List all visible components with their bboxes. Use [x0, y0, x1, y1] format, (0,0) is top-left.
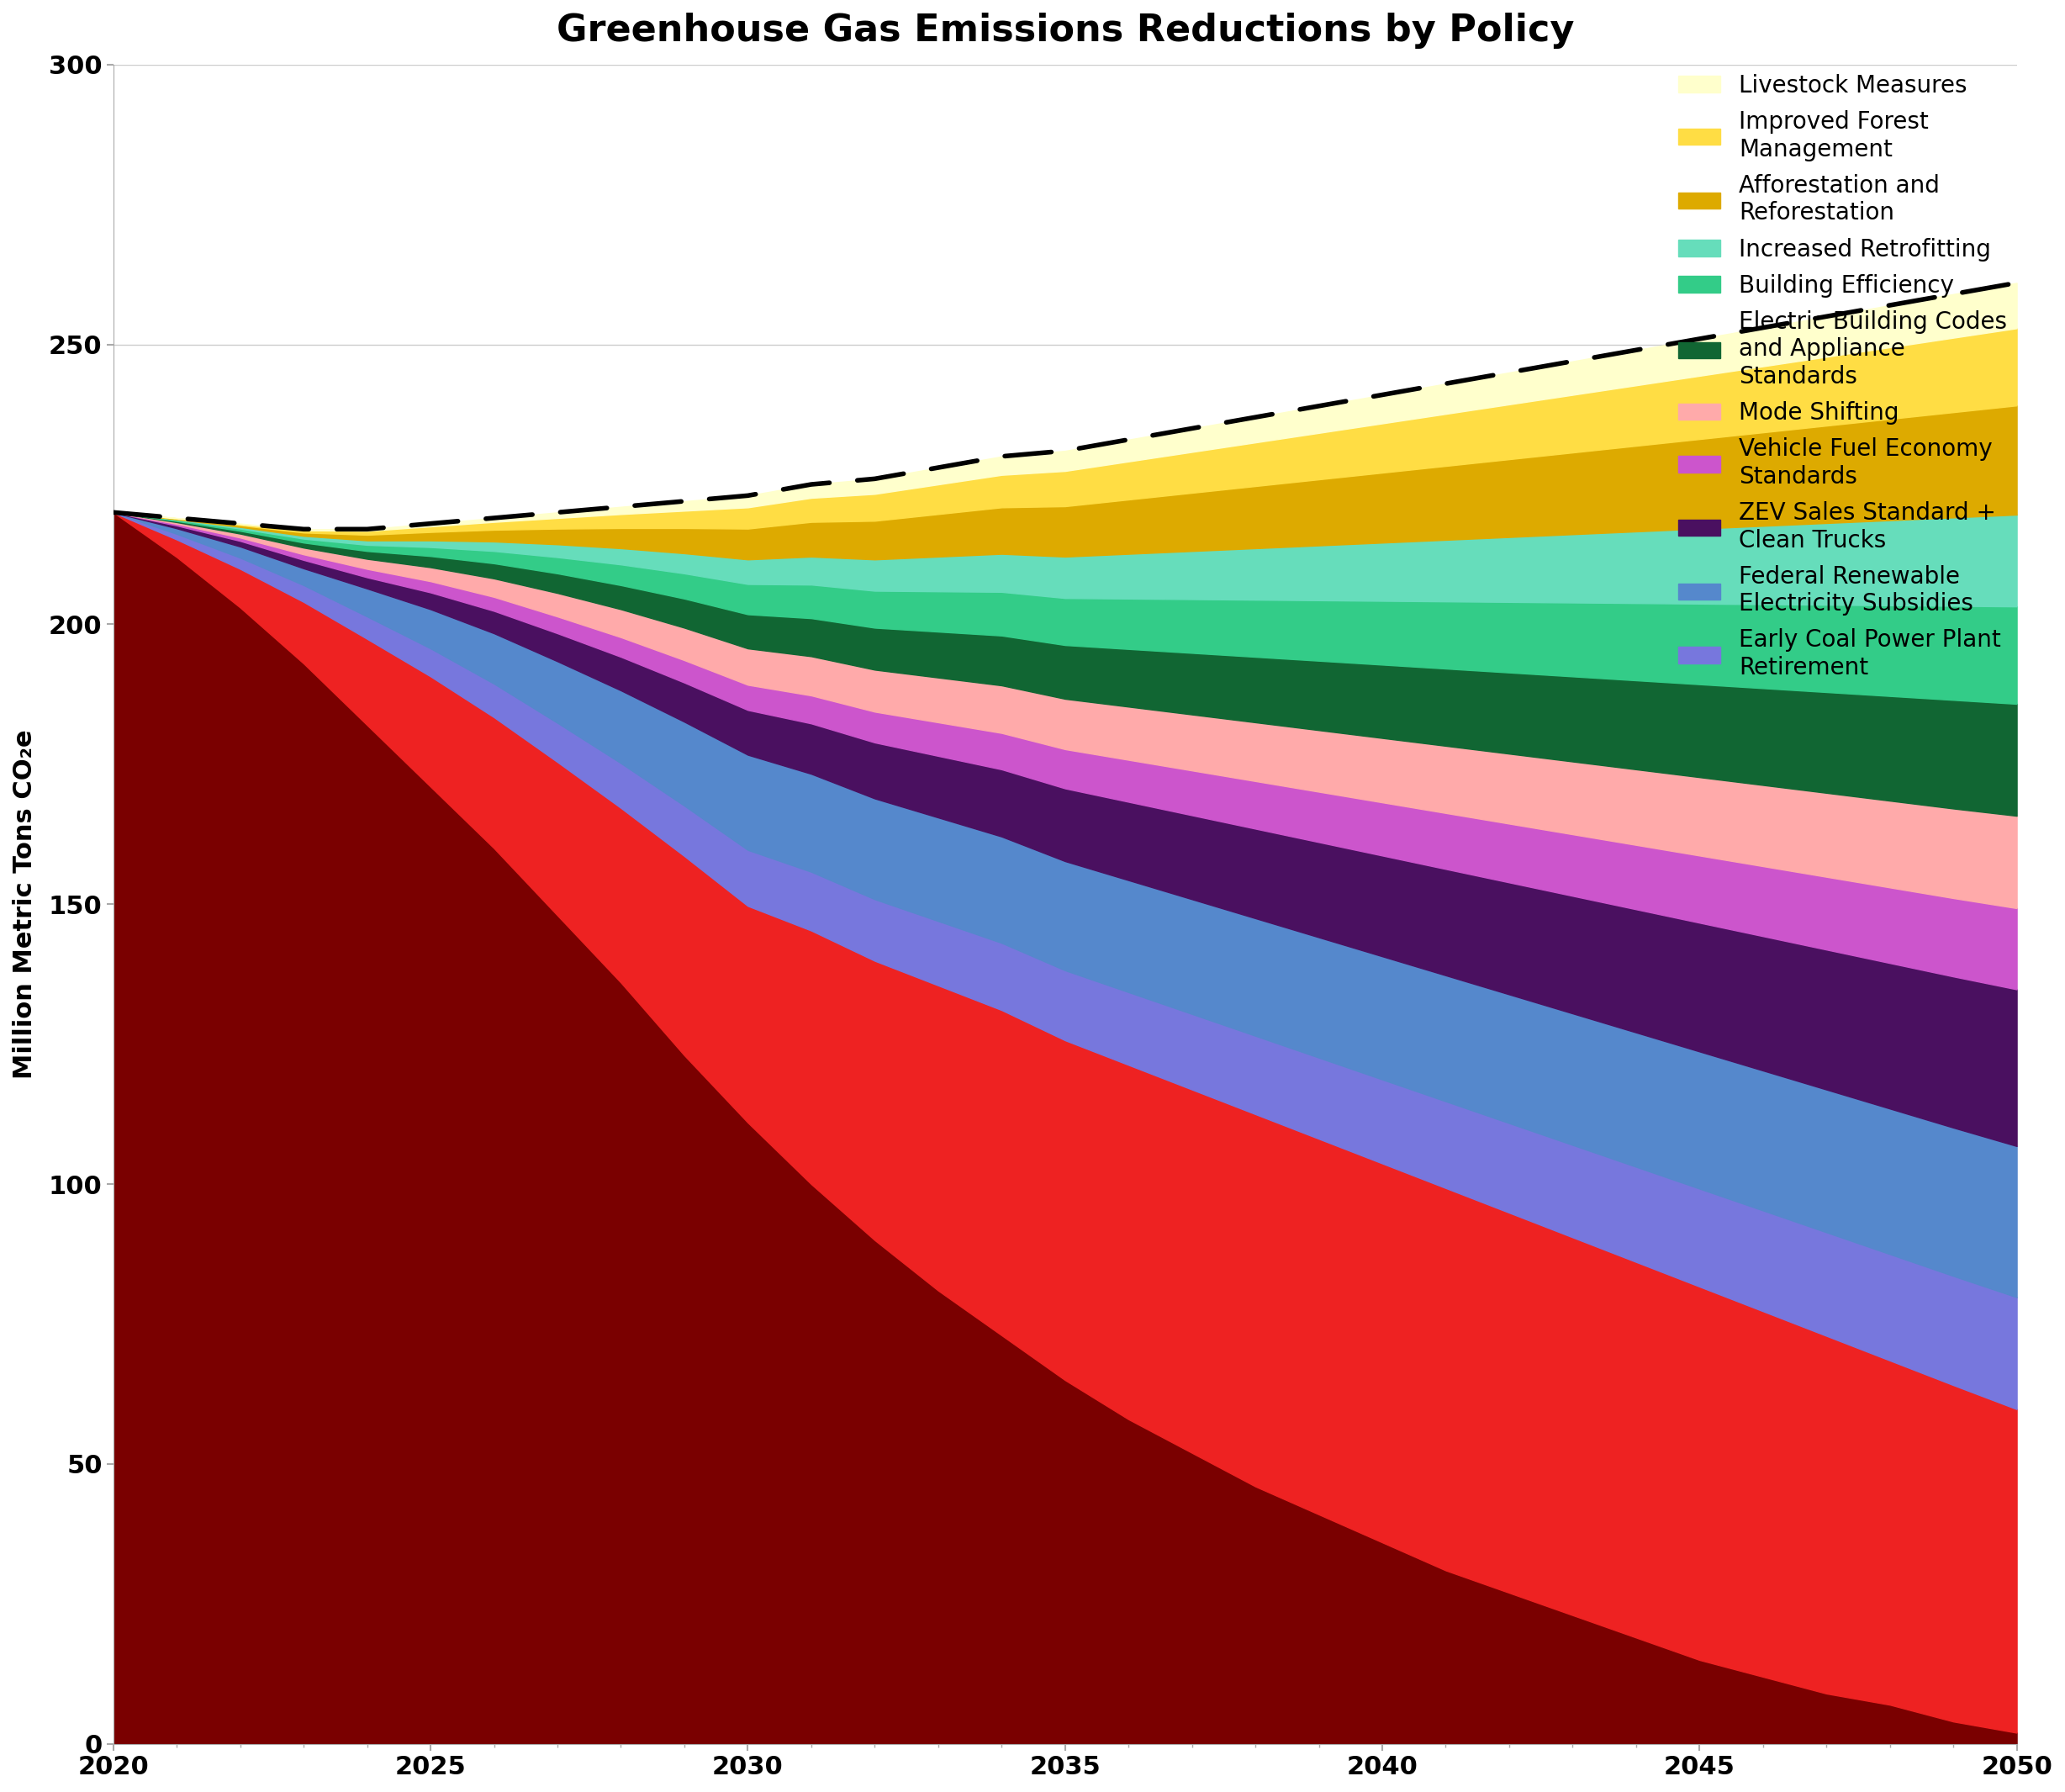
Y-axis label: Million Metric Tons CO₂e: Million Metric Tons CO₂e	[12, 729, 37, 1079]
Legend: Livestock Measures, Improved Forest
Management, Afforestation and
Reforestation,: Livestock Measures, Improved Forest Mana…	[1669, 65, 2018, 688]
Title: Greenhouse Gas Emissions Reductions by Policy: Greenhouse Gas Emissions Reductions by P…	[555, 13, 1574, 48]
